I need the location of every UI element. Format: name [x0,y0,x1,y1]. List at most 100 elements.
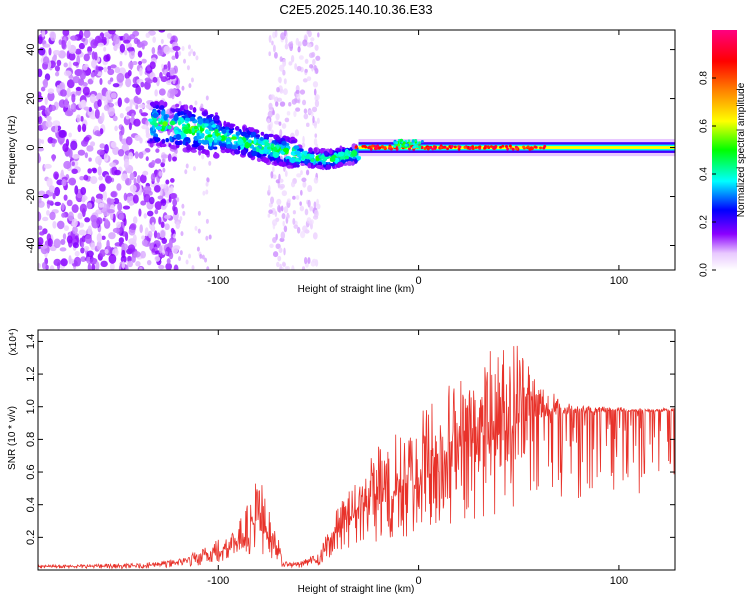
heatmap-cell [42,56,50,65]
heatmap-cell [81,37,86,42]
heatmap-cell [344,155,350,160]
heatmap-cell [404,143,408,147]
heatmap-cell [38,153,41,163]
heatmap-cell [255,134,261,138]
heatmap-cell [272,174,277,180]
heatmap-cell [38,262,41,269]
heatmap-cell [240,149,247,156]
heatmap-cell [38,111,41,118]
heatmap-cell [189,104,194,111]
heatmap-cell [96,149,105,156]
heatmap-cell [86,250,94,258]
heatmap-cell [160,221,165,229]
colorbar-tick-label: 0.2 [699,215,710,229]
heatmap-cell [170,178,175,183]
heatmap-cell [70,35,78,41]
heatmap-cell [110,191,117,198]
heatmap-cell [176,197,180,203]
heatmap-cell [62,30,70,37]
heatmap-cell [203,112,207,116]
heatmap-cell [234,125,240,131]
heatmap-cell [282,220,285,227]
heatmap-cell [279,129,283,137]
heatmap-cell [280,231,286,240]
heatmap-cell [112,83,120,88]
heatmap-cell [268,35,272,43]
heatmap-cell [83,106,90,111]
heatmap-cell [117,202,123,212]
heatmap-cell [388,145,392,149]
heatmap-cell [120,125,125,136]
heatmap-cell [100,260,108,268]
heatmap-cell [159,105,165,110]
heatmap-cell [315,165,323,169]
heatmap-cell [280,205,284,212]
heatmap-cell [61,178,67,187]
heatmap-cell [149,127,154,132]
heatmap-cell [58,99,67,108]
heatmap-cell [48,47,52,56]
heatmap-cell [145,103,152,110]
heatmap-cell [260,131,265,136]
heatmap-cell [305,122,310,128]
heatmap-cell [277,255,282,262]
heatmap-cell [233,149,241,155]
heatmap-cell [72,242,79,249]
heatmap-cell [134,151,139,159]
heatmap-cell [87,263,92,270]
heatmap-cell [173,264,179,270]
heatmap-cell [173,114,179,122]
heatmap-cell [164,223,170,231]
heatmap-cell [161,198,167,207]
heatmap-cell [282,69,286,76]
snr-scale-note: (x10⁴) [8,328,19,355]
heatmap-cell [109,162,117,168]
heatmap-cell [152,112,159,119]
heatmap-cell [154,89,158,97]
heatmap-cell [162,249,166,255]
heatmap-cell [191,127,195,134]
heatmap-cell [293,145,300,150]
heatmap-cell [63,225,70,232]
heatmap-cell [344,150,349,157]
x-tick-label: 100 [610,275,628,287]
heatmap-cell [141,58,147,64]
heatmap-cell [89,93,97,104]
heatmap-cell [154,137,161,143]
heatmap-cell [103,54,110,62]
heatmap-cell [77,149,86,156]
snr-x-label: Height of straight line (km) [298,584,415,595]
heatmap-cell [63,194,68,201]
heatmap-cell [91,263,96,270]
heatmap-cell [433,145,437,149]
heatmap-cell [301,142,306,148]
heatmap-cell [63,160,72,170]
heatmap-cell [164,214,171,219]
heatmap-cell [129,200,134,206]
heatmap-cell [60,169,64,178]
heatmap-cell [307,199,311,208]
heatmap-cell [112,115,118,122]
heatmap-cell [153,110,157,114]
heatmap-cell [310,219,314,225]
heatmap-cell [158,216,162,225]
heatmap-cell [295,37,300,46]
heatmap-cell [96,209,101,215]
y-tick-label: 20 [25,92,37,104]
heatmap-cell [99,249,106,257]
heatmap-cell [303,108,308,114]
heatmap-cell [148,196,155,205]
heatmap-cell [187,44,191,50]
y-tick-label: -40 [25,238,37,254]
heatmap-cell [160,110,166,116]
heatmap-cell [197,210,201,216]
spectrogram-x-label: Height of straight line (km) [298,284,415,295]
heatmap-cell [72,226,78,235]
heatmap-cell [83,30,91,39]
heatmap-cell [180,231,184,237]
heatmap-cell [98,175,104,181]
heatmap-cell [526,145,530,149]
heatmap-cell [44,97,48,106]
heatmap-cell [42,216,49,222]
heatmap-cell [38,36,43,45]
